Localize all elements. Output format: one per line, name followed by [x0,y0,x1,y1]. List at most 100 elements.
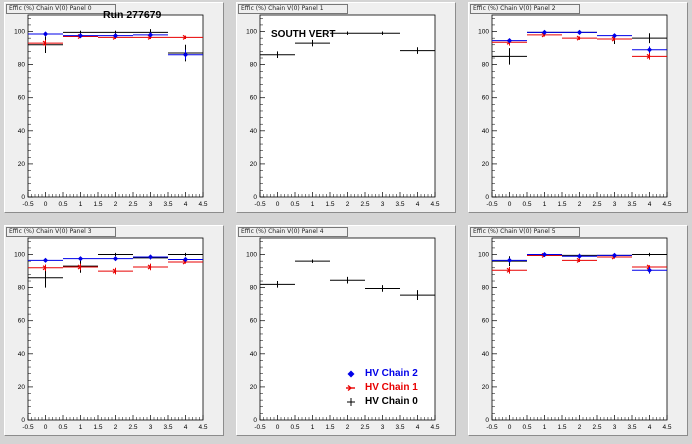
x-tick-label: 4 [648,201,652,208]
arrow-marker [541,34,546,38]
x-tick-label: 1 [79,201,83,208]
data-point-chain2 [98,33,133,39]
y-tick-label: 60 [18,95,26,102]
data-point-chain1 [562,257,597,263]
y-tick-label: 80 [18,62,26,69]
x-tick-label: -0.5 [486,201,498,208]
y-tick-label: 80 [482,62,490,69]
data-point-chain1 [168,34,203,40]
data-point-chain0 [365,285,400,292]
arrow-marker [182,36,187,40]
data-point-chain2 [492,257,527,263]
data-point-chain1 [98,267,133,275]
x-tick-label: 3.5 [163,201,172,208]
series-chain2 [28,31,203,60]
data-point-chain0 [260,281,295,288]
y-tick-label: 0 [485,194,489,201]
data-point-chain1 [63,263,98,271]
y-tick-label: 100 [478,29,489,36]
x-tick-label: 0 [44,201,48,208]
y-tick-label: 60 [482,95,490,102]
x-tick-label: 1.5 [325,424,334,431]
x-tick-label: 4 [416,424,420,431]
data-point-chain2 [168,256,203,263]
x-tick-label: 1.5 [557,424,566,431]
legend: HV Chain 2 HV Chain 1 HV Chain 0 [343,367,433,409]
x-tick-label: 4 [416,201,420,208]
x-tick-label: 2 [346,201,350,208]
series-chain0 [260,31,435,59]
diamond-marker [506,257,513,263]
cross-marker-icon [347,398,355,406]
arrow-marker [611,38,616,42]
x-tick-label: 1.5 [325,201,334,208]
y-tick-label: 60 [250,318,258,325]
data-point-chain2 [98,256,133,262]
y-tick-label: 80 [250,62,258,69]
data-point-chain1 [133,263,168,271]
y-tick-label: 20 [18,384,26,391]
x-tick-label: 3 [613,424,617,431]
y-tick-label: 60 [482,318,490,325]
x-tick-label: -0.5 [254,201,266,208]
y-tick-label: 0 [253,417,257,424]
data-point-chain1 [28,264,63,272]
arrow-marker [147,36,152,40]
pad-title: Effic (%) Chain V(0) Panel 5 [470,227,580,237]
data-point-chain2 [632,46,667,54]
data-point-chain2 [63,256,98,262]
diamond-marker [611,252,618,258]
x-tick-label: 2 [578,201,582,208]
legend-item-chain2: HV Chain 2 [343,367,433,381]
y-tick-label: 100 [246,252,257,259]
arrow-marker [506,269,511,273]
plot-frame [259,237,436,421]
x-tick-label: 4.5 [198,424,207,431]
x-tick-label: 2 [346,424,350,431]
data-point-chain2 [133,32,168,38]
pad-title: Effic (%) Chain V(0) Panel 0 [6,4,116,14]
x-tick-label: 1 [543,424,547,431]
diamond-marker [611,33,618,39]
diamond-marker [541,29,548,35]
x-tick-label: 0 [508,201,512,208]
x-tick-label: 3.5 [627,424,636,431]
x-tick-label: -0.5 [22,201,34,208]
pad-title: Effic (%) Chain V(0) Panel 4 [238,227,348,237]
data-point-chain2 [63,33,98,39]
data-point-chain2 [28,257,63,263]
data-point-chain2 [597,33,632,39]
x-tick-label: 1 [311,201,315,208]
x-tick-label: 0.5 [58,424,67,431]
data-point-chain1 [28,39,63,47]
y-tick-label: 20 [250,384,258,391]
x-tick-label: 2.5 [592,424,601,431]
run-title: Run 277679 [103,9,162,21]
legend-label: HV Chain 2 [365,368,418,379]
y-tick-label: 40 [18,128,26,135]
diamond-marker [42,31,49,37]
legend-label: HV Chain 1 [365,382,418,393]
x-tick-label: 3 [381,201,385,208]
x-tick-label: 4 [184,424,188,431]
arrow-marker [646,55,651,59]
pad-4: 0 20 40 60 80 100 -0.5 0 0.5 1 1.5 2 2.5 3 3.5 4 4.5 Eff… [236,225,456,436]
data-point-chain2 [527,251,562,258]
x-tick-label: 1.5 [93,201,102,208]
x-tick-label: 2 [114,201,118,208]
data-point-chain1 [632,53,667,60]
data-point-chain0 [365,31,400,35]
legend-item-chain1: HV Chain 1 [343,381,433,395]
x-tick-label: 2 [114,424,118,431]
data-point-chain0 [632,252,667,257]
data-point-chain0 [98,252,133,257]
x-tick-label: 3.5 [395,201,404,208]
x-tick-label: 0.5 [290,201,299,208]
diamond-marker [182,256,189,263]
y-tick-label: 40 [18,351,26,358]
series-chain1 [28,259,203,275]
data-point-chain2 [28,31,63,37]
y-tick-label: 20 [250,161,258,168]
